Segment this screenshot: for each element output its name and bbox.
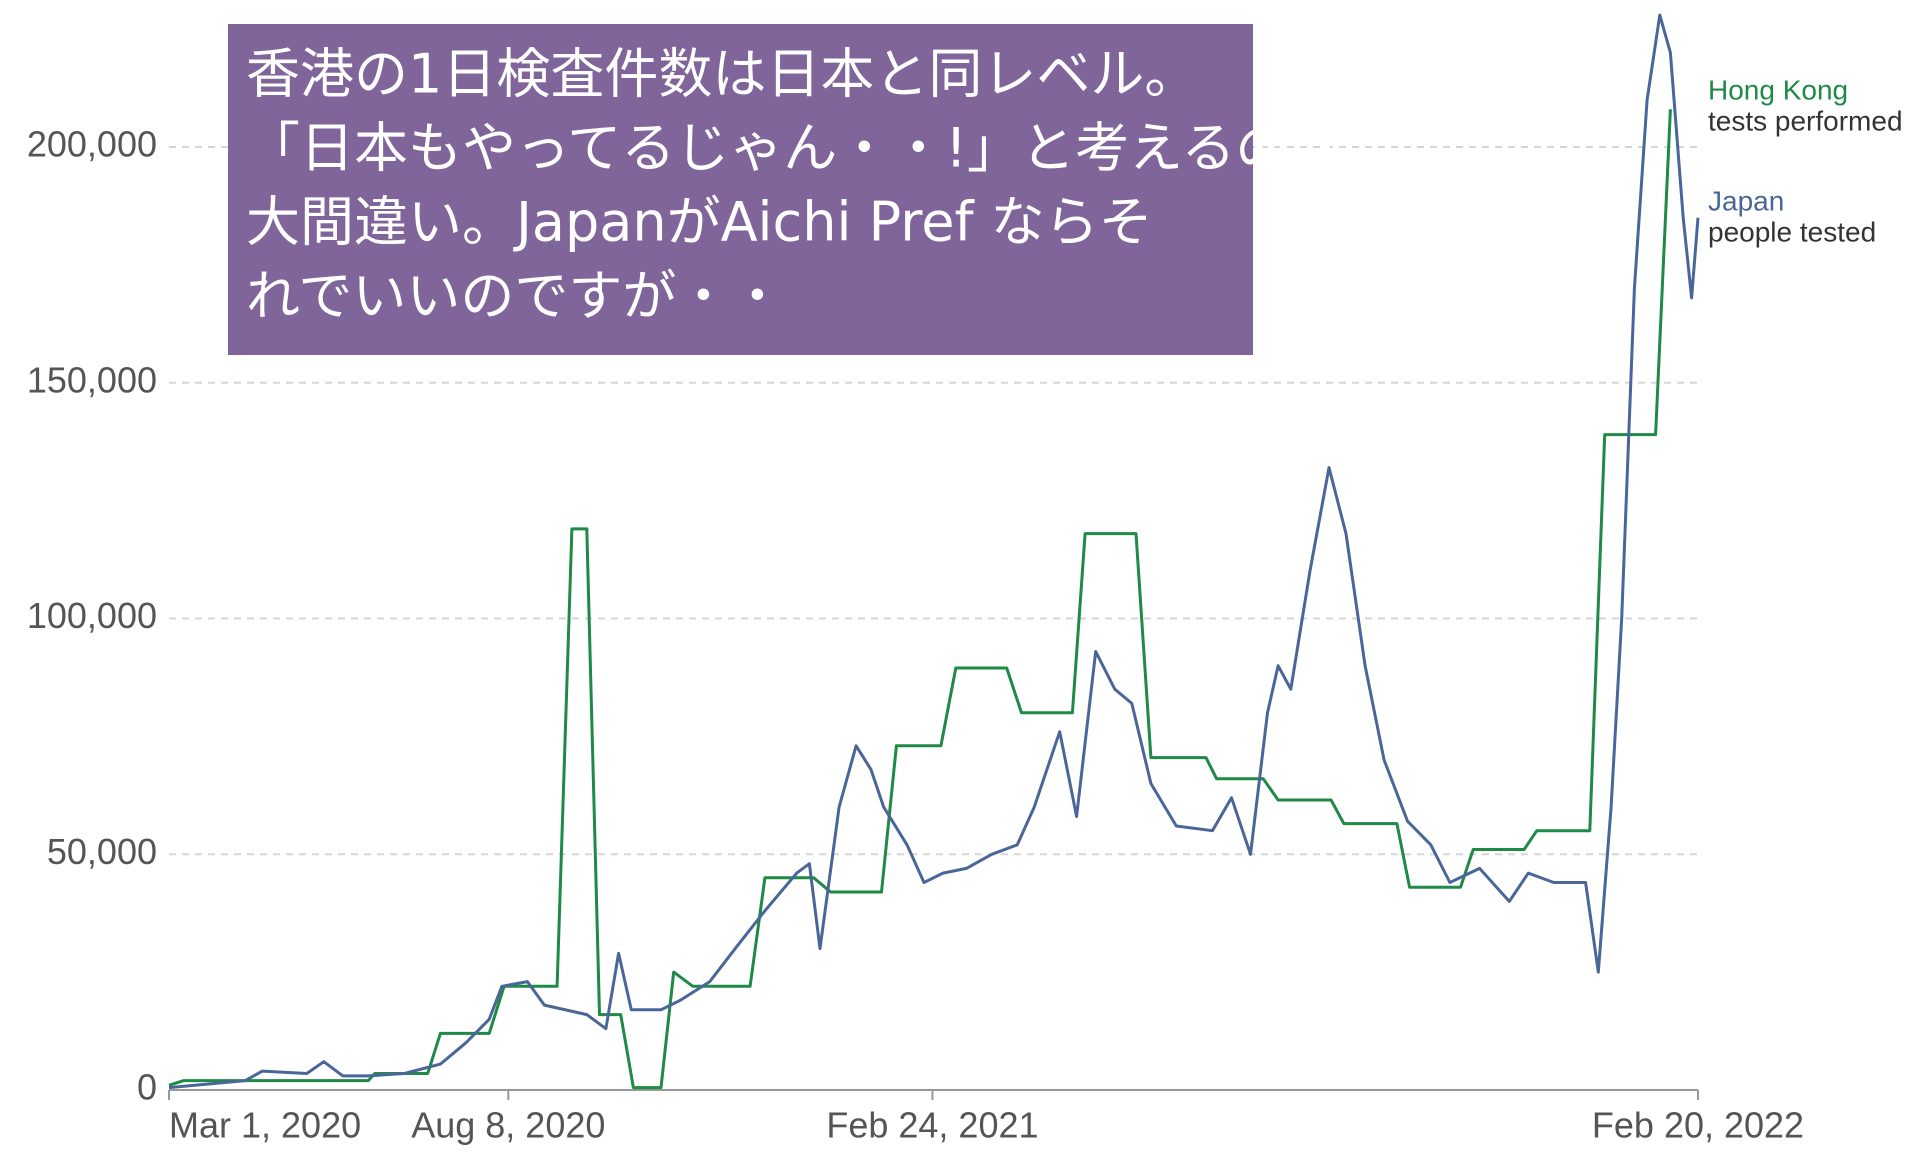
x-tick-label: Aug 8, 2020: [411, 1105, 605, 1146]
annotation-line: 香港の1日検査件数は日本と同レベル。: [246, 43, 1198, 106]
annotation-line: 大間違い。JapanがAichi Pref ならそ: [246, 191, 1153, 254]
series-line: [168, 109, 1672, 1090]
y-tick-label: 200,000: [27, 124, 157, 165]
x-tick-label: Mar 1, 2020: [169, 1105, 361, 1146]
legend-measure: people tested: [1708, 216, 1876, 247]
legend-measure: tests performed: [1708, 105, 1903, 136]
annotation-box: [228, 24, 1253, 355]
x-tick-label: Feb 20, 2022: [1592, 1105, 1804, 1146]
series-line: [168, 13, 1700, 1090]
annotation-line: 「日本もやってるじゃん・・!」と考えるのは: [246, 117, 1343, 180]
annotation: 香港の1日検査件数は日本と同レベル。「日本もやってるじゃん・・!」と考えるのは大…: [228, 24, 1343, 355]
y-tick-label: 150,000: [27, 359, 157, 400]
legend-name: Hong Kong: [1708, 74, 1848, 105]
y-tick-label: 0: [137, 1067, 157, 1108]
x-tick-label: Feb 24, 2021: [826, 1105, 1038, 1146]
grid: 0 50,000 100,000 150,000 200,000 Mar 1, 2020 A…: [27, 124, 1804, 1146]
legend-name: Japan: [1708, 185, 1784, 216]
lines: [168, 13, 1700, 1090]
y-tick-label: 50,000: [47, 831, 157, 872]
annotation-line: れでいいのですが・・: [246, 265, 784, 328]
y-tick-label: 100,000: [27, 595, 157, 636]
